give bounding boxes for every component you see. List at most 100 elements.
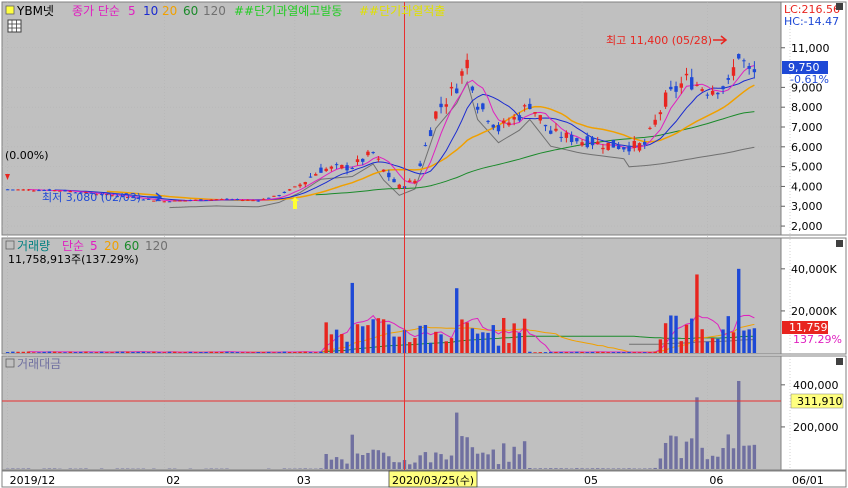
candle-body: [256, 200, 260, 202]
amount-bar: [439, 454, 443, 469]
candle-body: [710, 90, 715, 95]
candle-body: [496, 125, 501, 132]
volume-bar: [502, 317, 506, 353]
candle-body: [721, 86, 725, 90]
volume-bar: [188, 351, 193, 353]
volume-bar: [585, 352, 589, 353]
volume-bar: [141, 351, 146, 353]
candle-body: [26, 189, 31, 191]
amount-header-icon: [5, 358, 15, 368]
volume-bar: [94, 352, 99, 353]
candle-body: [434, 111, 438, 119]
volume-value: 11,759K: [789, 321, 835, 334]
amount-bar: [434, 452, 438, 469]
amount-bar: [674, 436, 678, 469]
candle-body: [89, 192, 93, 194]
candle-body: [47, 189, 52, 191]
volume-panel-close-icon[interactable]: [836, 240, 843, 247]
candle-body: [517, 115, 522, 121]
volume-bar: [533, 352, 537, 353]
candle-body: [282, 191, 287, 193]
candle-body: [376, 158, 381, 160]
amount-bar: [392, 462, 396, 469]
amount-bar: [549, 468, 553, 469]
volume-bar: [413, 337, 417, 353]
candle-body: [658, 112, 663, 115]
volume-bar: [648, 352, 652, 353]
volume-bar: [47, 351, 52, 353]
candle-body: [240, 200, 245, 202]
volume-bar: [16, 351, 20, 353]
price-tick-label: 2,000: [791, 220, 823, 233]
amount-bar: [752, 444, 757, 469]
volume-bar: [710, 338, 715, 353]
volume-bar: [193, 352, 198, 353]
amount-value-tag: [790, 393, 844, 409]
candle-body: [230, 199, 234, 201]
candle-body: [507, 122, 511, 126]
volume-bar: [11, 351, 15, 353]
candle-body: [486, 120, 490, 122]
volume-bar: [559, 351, 563, 353]
amount-panel-close-icon[interactable]: [836, 358, 843, 365]
volume-bar: [303, 351, 307, 353]
volume-bar: [84, 351, 88, 353]
volume-panel[interactable]: [1, 237, 782, 355]
amount-bar: [690, 438, 694, 469]
candle-body: [178, 200, 182, 202]
amount-bar: [47, 468, 52, 469]
candle-body: [575, 138, 579, 142]
volume-bar: [387, 324, 391, 353]
candle-body: [21, 189, 25, 191]
high-annotation: 최고 11,400 (05/28): [606, 34, 712, 47]
amount-bar: [496, 464, 501, 469]
candle-body: [193, 199, 198, 201]
candle-body: [345, 165, 349, 171]
price-tick-label: 9,000: [791, 81, 823, 94]
volume-bar: [246, 352, 250, 353]
volume-bar: [512, 323, 516, 353]
volume-bar: [695, 274, 699, 353]
amount-bar: [533, 468, 537, 469]
candle-body: [737, 54, 741, 59]
candle-body: [481, 103, 485, 110]
candle-body: [152, 200, 156, 202]
hc-label: HC:-14.47: [784, 15, 839, 28]
volume-bar: [486, 332, 490, 353]
candle-body: [611, 139, 616, 148]
amount-bar: [627, 468, 631, 469]
grid-toggle-icon[interactable]: [7, 19, 22, 33]
amount-bar: [329, 459, 334, 469]
amount-bar: [11, 468, 15, 469]
signal-arrow-icon: [291, 197, 299, 209]
amount-bar: [517, 454, 522, 469]
volume-bar: [220, 351, 224, 353]
candle-body: [622, 147, 626, 150]
candle-body: [596, 141, 600, 145]
volume-bar: [214, 351, 219, 353]
candle-body: [533, 112, 537, 114]
volume-bar: [737, 268, 741, 353]
candle-body: [585, 136, 589, 148]
candle-body: [204, 200, 208, 202]
volume-bar: [146, 352, 151, 353]
candle-body: [653, 119, 657, 125]
amount-bar: [475, 453, 480, 469]
candle-body: [637, 143, 642, 151]
candle-body: [690, 77, 694, 90]
volume-bar: [293, 352, 297, 353]
candle-body: [648, 127, 652, 129]
volume-bar: [575, 351, 579, 353]
price-panel-close-icon[interactable]: [836, 3, 843, 10]
volume-bar: [637, 352, 642, 353]
candle-body: [79, 192, 83, 194]
candle-body: [742, 60, 746, 62]
volume-bar: [120, 351, 125, 353]
volume-bar: [329, 334, 334, 353]
amount-bar: [606, 468, 610, 469]
amount-tick-label: 400,000: [793, 379, 839, 392]
signal1-label: ##단기과열예고발동: [234, 4, 342, 18]
candle-body: [392, 179, 396, 183]
amount-panel[interactable]: [1, 355, 782, 471]
